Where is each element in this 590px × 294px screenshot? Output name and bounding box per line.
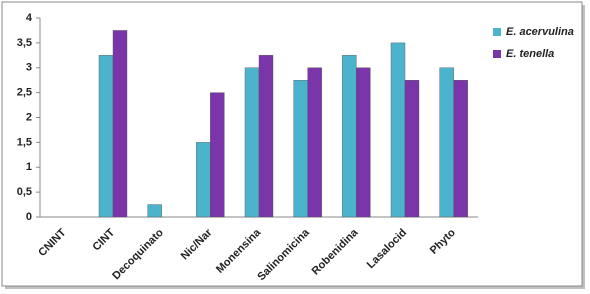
y-tick-label: 4 (26, 12, 33, 24)
bar (342, 55, 357, 218)
y-tick-label: 2 (26, 111, 32, 123)
y-tick-label: 2,5 (17, 87, 32, 99)
legend-swatch (493, 50, 501, 58)
bar (293, 79, 308, 218)
bar (356, 67, 371, 218)
bar (147, 204, 162, 218)
y-tick-label: 1 (26, 161, 32, 173)
bar (439, 67, 454, 218)
bar (390, 42, 406, 218)
bar (258, 55, 274, 218)
bar (453, 79, 468, 218)
bar (244, 67, 260, 218)
y-tick-label: 0 (26, 211, 32, 223)
frame (1, 1, 583, 287)
bar (210, 92, 225, 218)
bar (307, 67, 322, 218)
y-tick-label: 1,5 (17, 136, 32, 148)
y-tick-label: 3,5 (17, 37, 32, 49)
legend-label: E. tenella (506, 48, 554, 60)
y-tick-label: 0,5 (17, 186, 32, 198)
bar (98, 55, 114, 218)
bar (196, 142, 211, 218)
bar (112, 30, 128, 218)
bar (404, 79, 420, 218)
y-tick-label: 3 (26, 62, 32, 74)
legend-label: E. acervulina (506, 26, 574, 38)
legend-swatch (493, 28, 501, 36)
